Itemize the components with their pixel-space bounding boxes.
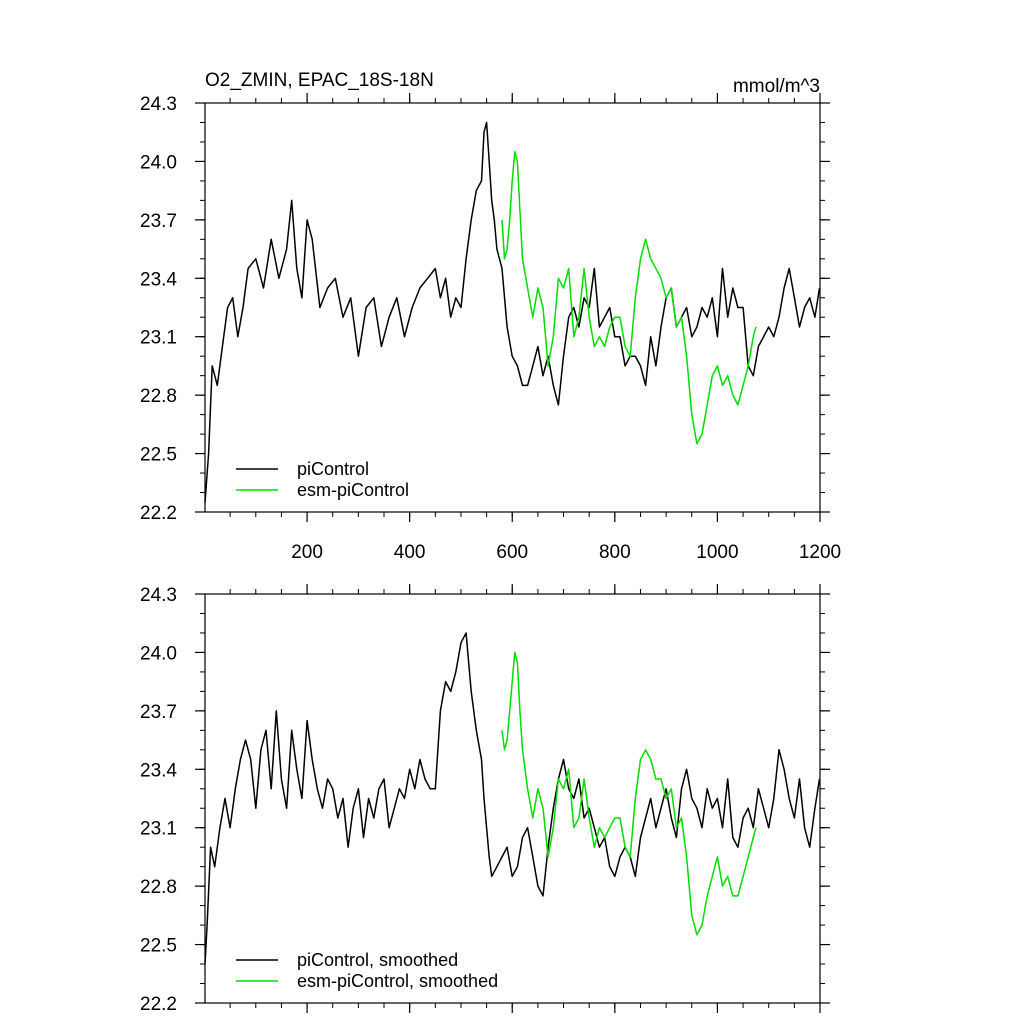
raw-timeseries-panel: 22.2 22.5 22.8 23.1 23.4 23.7 24.0 24.3 200 400 60… [140,93,841,563]
picontrol-line [204,121,821,503]
y-tick-label: 22.8 [140,877,177,898]
x-tick-label: 1000 [696,542,738,563]
y-tick-label: 22.5 [140,936,177,957]
x-tick-label: 400 [394,542,426,563]
y-tick-label: 24.3 [140,585,177,606]
y-tick-label: 22.2 [140,503,177,524]
smoothed-timeseries-panel: 22.2 22.5 22.8 23.1 23.4 23.7 24.0 24.3 piContro… [140,584,830,1015]
legend-label: piControl [297,459,369,479]
legend-label: esm-piControl [297,480,409,500]
x-tick-label: 200 [291,542,323,563]
y-tick-label: 22.8 [140,386,177,407]
x-tick-label: 800 [599,542,631,563]
esm-picontrol-line [501,150,757,445]
plot-frame [204,593,821,1004]
x-tick-label: 600 [496,542,528,563]
y-tick-label: 22.2 [140,994,177,1015]
y-tick-label: 23.4 [140,269,177,290]
y-tick-label: 24.3 [140,94,177,115]
esm-picontrol-line [501,651,757,936]
y-tick-label: 23.7 [140,702,177,723]
y-tick-label: 22.5 [140,445,177,466]
y-tick-label: 23.7 [140,211,177,232]
units-label: mmol/m^3 [733,76,820,97]
y-tick-label: 23.1 [140,328,177,349]
legend-label: piControl, smoothed [297,950,458,970]
y-tick-label: 24.0 [140,643,177,664]
legend-label: esm-piControl, smoothed [297,971,498,991]
plot-title: O2_ZMIN, EPAC_18S-18N [205,70,434,91]
picontrol-line [204,632,821,965]
y-tick-label: 23.1 [140,819,177,840]
y-tick-label: 24.0 [140,152,177,173]
y-tick-label: 23.4 [140,760,177,781]
x-tick-label: 1200 [799,542,841,563]
plot-frame [204,102,821,513]
